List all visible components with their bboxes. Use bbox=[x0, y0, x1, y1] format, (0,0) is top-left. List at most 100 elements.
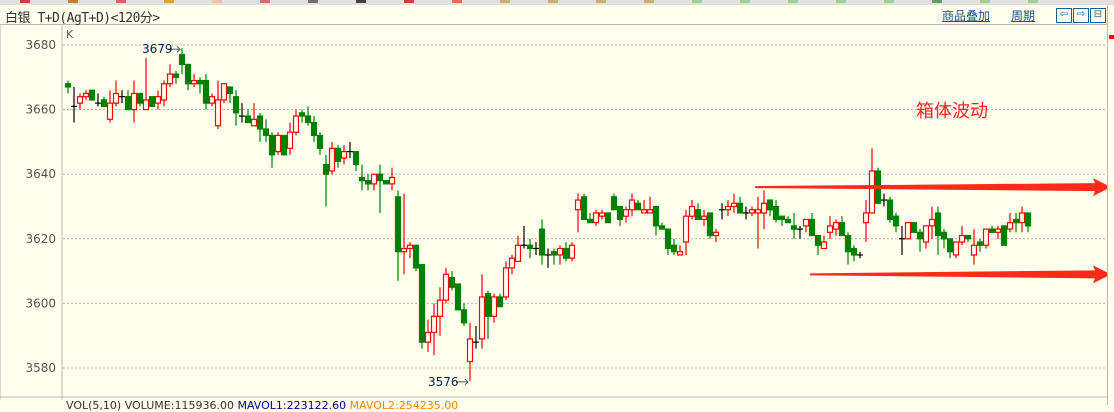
toolbar-button[interactable] bbox=[692, 0, 702, 3]
candle-up bbox=[802, 218, 810, 227]
candle-down bbox=[382, 180, 390, 185]
box-annotation: 箱体波动 bbox=[916, 101, 988, 122]
candle-up bbox=[928, 218, 936, 227]
candle-up bbox=[166, 73, 174, 85]
candle-down bbox=[226, 86, 234, 95]
toolbar-button[interactable] bbox=[788, 0, 798, 3]
toolbar-button[interactable] bbox=[548, 0, 558, 3]
toolbar-button[interactable] bbox=[20, 0, 30, 3]
toolbar-button[interactable] bbox=[500, 0, 510, 3]
period-link[interactable]: 周期 bbox=[1011, 9, 1036, 23]
candle-down bbox=[184, 63, 192, 85]
toolbar-button[interactable] bbox=[356, 0, 366, 3]
candle-down bbox=[124, 96, 132, 111]
candle-down bbox=[670, 244, 678, 253]
candle-up bbox=[730, 202, 738, 208]
candle-up bbox=[214, 99, 222, 127]
y-tick-label: 3580 bbox=[25, 361, 56, 375]
candle-down bbox=[562, 247, 570, 259]
toolbar-button[interactable] bbox=[68, 0, 78, 3]
candle-up bbox=[340, 150, 348, 159]
toolbar-button[interactable] bbox=[404, 0, 414, 3]
candle-down bbox=[916, 231, 924, 240]
lower-range-arrow bbox=[810, 265, 1107, 284]
candle-up bbox=[952, 241, 960, 256]
toolbar-button[interactable] bbox=[1028, 0, 1038, 3]
candle-up bbox=[568, 244, 576, 259]
toolbar-button[interactable] bbox=[980, 0, 990, 3]
candle-down bbox=[280, 134, 288, 156]
toolbar-button[interactable] bbox=[932, 0, 942, 3]
toolbar-button[interactable] bbox=[164, 0, 174, 3]
candle-down bbox=[268, 134, 276, 156]
toolbar-button[interactable] bbox=[836, 0, 846, 3]
candle-down bbox=[586, 218, 594, 224]
candle-up bbox=[514, 244, 522, 263]
toolbar-button[interactable] bbox=[596, 0, 606, 3]
candle-up bbox=[724, 205, 732, 211]
chart-header: 白银 T+D(AgT+D)<120分> 商品叠加 周期 ⇦ ⇨ ⊟ bbox=[0, 5, 1107, 26]
candle-up bbox=[982, 228, 990, 246]
candle-up bbox=[508, 257, 516, 269]
low-arrow-icon bbox=[456, 378, 469, 386]
candle-up bbox=[76, 96, 84, 104]
candle-down bbox=[784, 218, 792, 224]
candle-down bbox=[892, 215, 900, 227]
candle-up bbox=[574, 199, 582, 211]
toolbar-button[interactable] bbox=[212, 0, 222, 3]
candle-down bbox=[1012, 218, 1020, 224]
toolbar-button[interactable] bbox=[452, 0, 462, 3]
toolbar-button[interactable] bbox=[740, 0, 750, 3]
candle-up bbox=[130, 92, 138, 111]
overlay-commodity-link[interactable]: 商品叠加 bbox=[942, 9, 991, 23]
candle-down bbox=[814, 234, 822, 246]
layout-icon[interactable]: ⊟ bbox=[1090, 8, 1106, 23]
candle-down bbox=[778, 215, 786, 221]
candle-up bbox=[292, 115, 300, 133]
candle-up bbox=[160, 83, 168, 101]
y-tick-label: 3600 bbox=[25, 296, 56, 310]
toolbar-button[interactable] bbox=[116, 0, 126, 3]
candle-down bbox=[838, 222, 846, 237]
candle-up bbox=[958, 234, 966, 243]
toolbar-button[interactable] bbox=[308, 0, 318, 3]
candle-up bbox=[712, 231, 720, 237]
candle-down bbox=[706, 212, 714, 237]
candle-down bbox=[310, 121, 318, 137]
candle-down bbox=[358, 176, 366, 182]
candle-down bbox=[334, 147, 342, 162]
candle-up bbox=[400, 247, 408, 253]
toolbar-button[interactable] bbox=[884, 0, 894, 3]
candle-up bbox=[1006, 222, 1014, 230]
upper-range-arrow bbox=[755, 178, 1107, 197]
candle-up bbox=[700, 215, 708, 221]
candle-down bbox=[652, 205, 660, 227]
candle-up bbox=[250, 118, 258, 127]
indicator-label: K bbox=[66, 28, 74, 41]
candle-up bbox=[220, 83, 228, 101]
candle-down bbox=[460, 309, 468, 324]
candle-down bbox=[304, 115, 312, 124]
candle-down bbox=[940, 231, 948, 240]
candle-down bbox=[418, 264, 426, 343]
candle-up bbox=[592, 212, 600, 224]
candle-up bbox=[436, 299, 444, 317]
candle-up bbox=[424, 331, 432, 343]
candle-up bbox=[388, 176, 396, 185]
candle-up bbox=[190, 79, 198, 85]
toolbar-button[interactable] bbox=[260, 0, 270, 3]
candle-up bbox=[502, 267, 510, 298]
candle-up bbox=[688, 205, 696, 217]
candle-down bbox=[634, 202, 642, 211]
arrow-right-icon[interactable]: ⇨ bbox=[1073, 8, 1089, 23]
high-arrow-icon bbox=[168, 45, 181, 53]
candle-down bbox=[772, 205, 780, 221]
arrow-left-icon[interactable]: ⇦ bbox=[1056, 8, 1072, 23]
candle-down bbox=[886, 199, 894, 221]
vol-value: VOL(5,10) VOLUME:115936.00 bbox=[66, 399, 234, 412]
y-tick-label: 3620 bbox=[25, 232, 56, 246]
candle-up bbox=[646, 209, 654, 214]
toolbar-button[interactable] bbox=[644, 0, 654, 3]
candle-down bbox=[538, 228, 546, 256]
candle-down bbox=[616, 205, 624, 221]
